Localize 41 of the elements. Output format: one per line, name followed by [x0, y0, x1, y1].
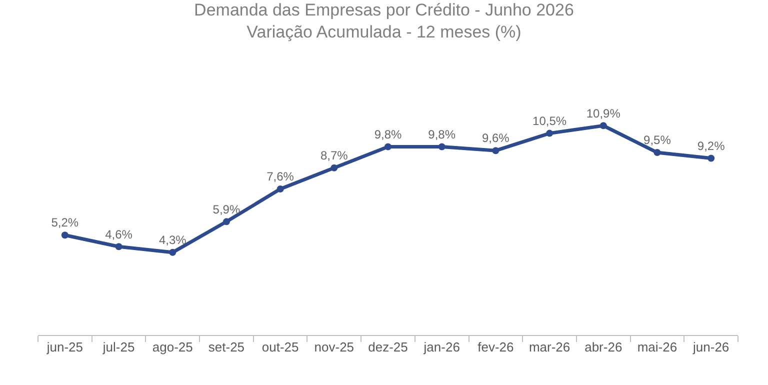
- data-label: 4,3%: [158, 233, 187, 248]
- chart-title: Demanda das Empresas por Crédito - Junho 2026: [194, 0, 574, 20]
- point: [115, 243, 122, 250]
- data-label: 9,6%: [482, 131, 510, 146]
- data-label: 5,9%: [212, 202, 240, 216]
- x-tick-label: jun-26: [692, 340, 730, 355]
- x-tick-label: mar-26: [528, 340, 570, 355]
- data-label: 9,5%: [644, 133, 672, 148]
- point: [61, 232, 68, 239]
- point: [546, 130, 554, 137]
- x-tick-label: jun-25: [46, 340, 83, 355]
- point: [708, 154, 715, 162]
- point: [384, 143, 392, 150]
- data-label: 4,6%: [105, 227, 133, 242]
- point: [600, 122, 607, 130]
- point: [330, 164, 338, 172]
- data-label: 8,7%: [320, 148, 348, 163]
- x-tick-label: jul-25: [102, 340, 135, 355]
- point: [492, 147, 500, 154]
- data-label: 9,8%: [374, 127, 402, 142]
- x-tick-label: ago-25: [152, 340, 193, 355]
- x-tick-label: set-25: [208, 340, 245, 355]
- x-tick-label: dez-25: [368, 340, 408, 355]
- point: [654, 149, 661, 156]
- x-tick-label: abr-26: [584, 340, 622, 355]
- data-label: 5,2%: [51, 216, 79, 230]
- point: [438, 143, 446, 150]
- data-label: 9,8%: [428, 127, 456, 142]
- data-label: 7,6%: [266, 170, 294, 184]
- point: [169, 248, 176, 256]
- chart-subtitle: Variação Acumulada - 12 meses (%): [246, 22, 522, 42]
- x-tick-label: jan-26: [422, 340, 460, 355]
- data-label: 10,9%: [586, 106, 621, 120]
- x-tick-label: fev-26: [478, 340, 514, 355]
- x-tick-label: nov-25: [314, 340, 354, 355]
- point: [276, 186, 284, 193]
- x-tick-label: out-25: [262, 340, 299, 355]
- x-tick-label: mai-26: [637, 340, 678, 355]
- point: [222, 218, 230, 226]
- data-label: 9,2%: [697, 138, 726, 153]
- data-label: 10,5%: [532, 114, 567, 128]
